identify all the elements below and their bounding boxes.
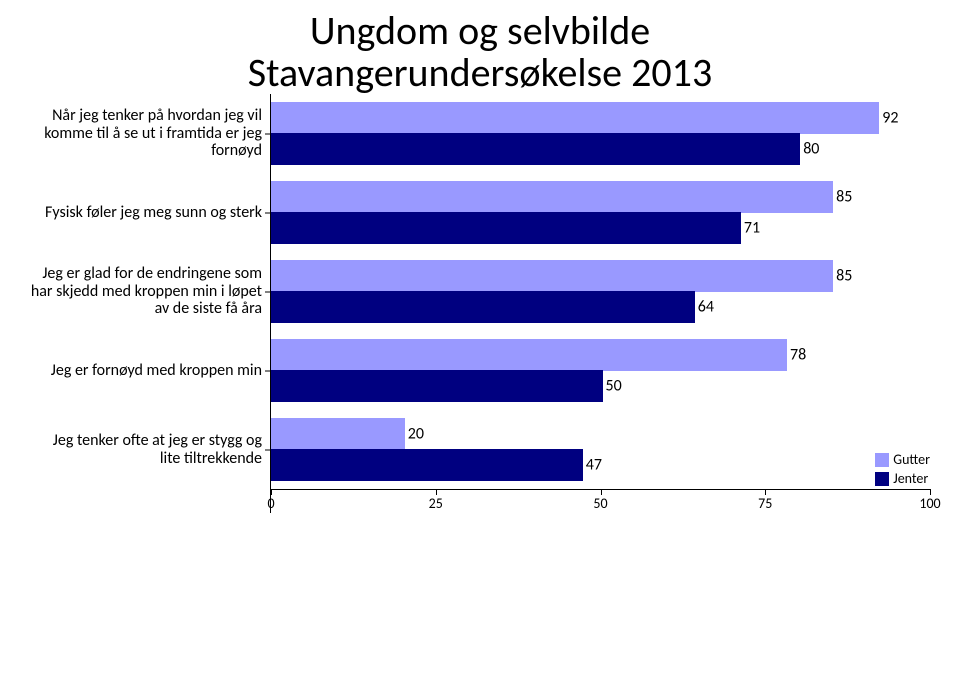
category-label: Jeg tenker ofte at jeg er stygg og lite …	[30, 432, 270, 467]
bar-value: 78	[786, 346, 806, 365]
category-row: Jeg er glad for de endringene som har sk…	[30, 252, 930, 331]
bar: 80	[271, 133, 800, 165]
legend: Gutter Jenter	[875, 449, 930, 487]
x-tick-label: 100	[919, 495, 940, 512]
legend-item: Gutter	[875, 451, 930, 468]
category-row: Jeg er fornøyd med kroppen min7850	[30, 331, 930, 410]
legend-swatch	[875, 453, 889, 467]
bar-value: 85	[832, 188, 852, 207]
plot-cell: 8564	[270, 252, 930, 331]
legend-swatch	[875, 472, 889, 486]
title-line1: Ungdom og selvbilde	[30, 10, 930, 52]
x-axis-line: 0255075100GutterJenter	[270, 489, 930, 513]
legend-label: Jenter	[893, 470, 928, 487]
category-label: Når jeg tenker på hvordan jeg vil komme …	[30, 107, 270, 160]
category-label: Fysisk føler jeg meg sunn og sterk	[30, 204, 270, 222]
bar-value: 20	[404, 425, 424, 444]
plot-cell: 7850	[270, 331, 930, 410]
x-axis: 0255075100GutterJenter	[30, 489, 930, 513]
bar: 20	[271, 418, 405, 450]
plot-cell: 8571	[270, 173, 930, 252]
category-row: Fysisk føler jeg meg sunn og sterk8571	[30, 173, 930, 252]
bar-chart: Når jeg tenker på hvordan jeg vil komme …	[30, 94, 930, 513]
category-label: Jeg er glad for de endringene som har sk…	[30, 265, 270, 318]
bar: 85	[271, 260, 833, 292]
bar: 64	[271, 291, 695, 323]
axis-spacer	[30, 489, 270, 490]
bar-value: 92	[878, 109, 898, 128]
bars-group: 8571	[271, 173, 930, 252]
plot-cell: 9280	[270, 94, 930, 173]
category-row: Jeg tenker ofte at jeg er stygg og lite …	[30, 410, 930, 489]
bars-group: 2047	[271, 410, 930, 489]
bar-value: 64	[694, 298, 714, 317]
chart-title: Ungdom og selvbilde Stavangerundersøkels…	[30, 10, 930, 94]
x-tick-label: 75	[758, 495, 772, 512]
bar-value: 85	[832, 267, 852, 286]
bar-value: 71	[740, 219, 760, 238]
bar: 85	[271, 181, 833, 213]
x-tick-label: 25	[429, 495, 443, 512]
x-tick-label: 50	[593, 495, 607, 512]
legend-label: Gutter	[893, 451, 930, 468]
bars-group: 7850	[271, 331, 930, 410]
x-tick-label: 0	[267, 495, 274, 512]
bar: 47	[271, 449, 583, 481]
title-line2: Stavangerundersøkelse 2013	[30, 52, 930, 94]
bar-value: 50	[602, 377, 622, 396]
bars-group: 9280	[271, 94, 930, 173]
bar-value: 47	[582, 456, 602, 475]
bar: 71	[271, 212, 741, 244]
bar-value: 80	[799, 140, 819, 159]
bar: 92	[271, 102, 879, 134]
category-row: Når jeg tenker på hvordan jeg vil komme …	[30, 94, 930, 173]
bars-group: 8564	[271, 252, 930, 331]
legend-item: Jenter	[875, 470, 930, 487]
category-label: Jeg er fornøyd med kroppen min	[30, 362, 270, 380]
plot-cell: 2047	[270, 410, 930, 489]
bar: 50	[271, 370, 603, 402]
bar: 78	[271, 339, 787, 371]
